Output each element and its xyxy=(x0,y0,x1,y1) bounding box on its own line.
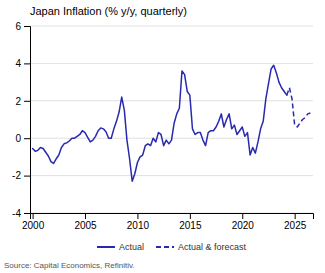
x-tick-mark xyxy=(295,213,296,219)
grid-line xyxy=(30,175,313,176)
y-tick-label: -4 xyxy=(12,208,21,219)
series-line xyxy=(287,88,311,127)
grid-line xyxy=(30,100,313,101)
y-tick-mark xyxy=(24,213,30,214)
y-tick-label: -2 xyxy=(12,170,21,181)
x-tick-label: 2025 xyxy=(284,220,307,231)
legend-swatch xyxy=(156,246,174,248)
x-tick: 2005 xyxy=(74,213,97,231)
x-tick-label: 2015 xyxy=(179,220,202,231)
x-tick-mark xyxy=(85,213,86,219)
x-tick: 2020 xyxy=(232,213,255,231)
legend-item: Actual & forecast xyxy=(156,242,247,252)
x-tick: 2000 xyxy=(22,213,45,231)
x-tick: 2015 xyxy=(179,213,202,231)
series-line xyxy=(33,65,287,181)
legend-swatch xyxy=(97,246,115,248)
plot-area xyxy=(33,65,311,181)
x-tick: 2010 xyxy=(127,213,150,231)
x-tick-label: 2020 xyxy=(232,220,255,231)
x-tick-mark xyxy=(33,213,34,219)
legend-item: Actual xyxy=(97,242,144,252)
title: Japan Inflation (% y/y, quarterly) xyxy=(30,5,187,17)
y-tick: 4 xyxy=(15,58,30,69)
y-tick-label: 6 xyxy=(15,21,21,32)
y-tick-label: 0 xyxy=(15,133,21,144)
y-tick: -4 xyxy=(12,208,30,219)
x-tick-mark xyxy=(137,213,138,219)
y-tick: 0 xyxy=(15,133,30,144)
grid xyxy=(30,26,313,213)
y-axis-line xyxy=(24,27,31,214)
y-tick: -2 xyxy=(12,170,30,181)
x-axis: 2000 2005 2010 2015 2020 2025 xyxy=(22,213,314,231)
x-tick-label: 2000 xyxy=(22,220,45,231)
source-note: Source: Capital Economics, Refinitiv. xyxy=(4,261,135,270)
y-tick-label: 4 xyxy=(15,58,21,69)
legend-label: Actual & forecast xyxy=(178,242,247,252)
y-axis: -4 -2 0 2 4 6 xyxy=(12,21,30,219)
grid-line xyxy=(30,63,313,64)
y-tick-mark xyxy=(24,63,30,64)
chart-container: Japan Inflation (% y/y, quarterly)200020… xyxy=(0,0,325,273)
y-tick: 6 xyxy=(15,21,30,32)
y-tick-mark xyxy=(24,101,30,102)
legend: Actual Actual & forecast xyxy=(97,242,247,252)
x-tick-mark xyxy=(190,213,191,219)
x-tick-label: 2010 xyxy=(127,220,150,231)
y-tick-mark xyxy=(24,138,30,139)
y-tick-label: 2 xyxy=(15,96,21,107)
x-tick-label: 2005 xyxy=(74,220,97,231)
x-tick-mark xyxy=(242,213,243,219)
y-tick-mark xyxy=(24,176,30,177)
y-tick: 2 xyxy=(15,96,30,107)
grid-line xyxy=(30,26,313,27)
chart-svg: Japan Inflation (% y/y, quarterly)200020… xyxy=(0,0,325,273)
y-tick-mark xyxy=(24,26,30,27)
legend-label: Actual xyxy=(119,242,144,252)
x-tick: 2025 xyxy=(284,213,307,231)
x-axis-line xyxy=(31,214,314,220)
